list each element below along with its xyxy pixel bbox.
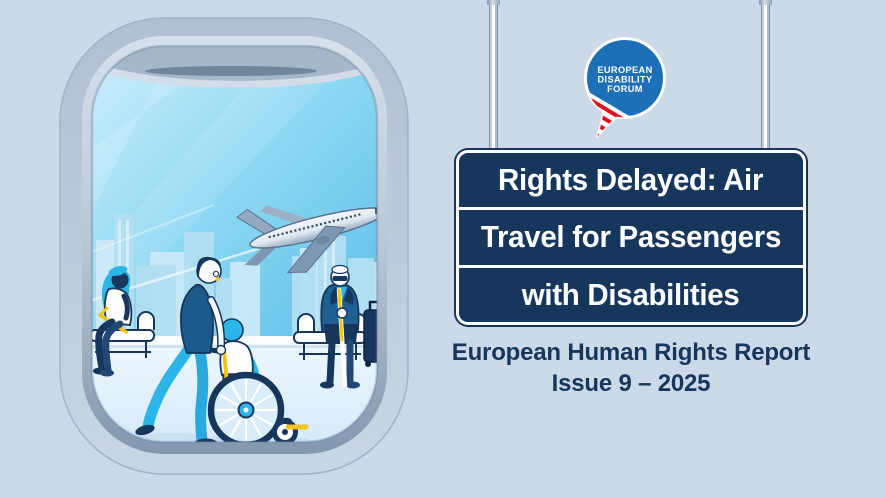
hearing-aid: [215, 276, 220, 282]
subtitle-line-2: Issue 9 – 2025: [551, 370, 711, 397]
logo-text-line3: FORUM: [607, 84, 643, 94]
airplane-icon: [236, 205, 377, 274]
leg: [95, 318, 116, 372]
sunglasses: [332, 276, 348, 281]
hands: [336, 307, 348, 319]
hair: [197, 256, 221, 277]
edf-logo: EUROPEAN DISABILITY FORUM: [584, 37, 666, 139]
rod-cap: [759, 0, 772, 5]
arm: [208, 297, 224, 352]
woman-with-crutch: [93, 266, 133, 377]
suitcase: [363, 300, 377, 367]
white-hair: [331, 264, 349, 275]
wheelchair: [207, 347, 309, 442]
signpost-rod-left: [489, 0, 498, 154]
rod-cap: [487, 0, 500, 5]
title-line-3: with Disabilities: [459, 264, 803, 322]
report-subtitle: European Human Rights Report Issue 9 – 2…: [446, 337, 816, 399]
signpost-rod-right: [761, 0, 770, 154]
leg: [102, 320, 124, 374]
title-line-2: Travel for Passengers: [459, 207, 803, 264]
title-line-1: Rights Delayed: Air: [498, 162, 764, 198]
window-shade: [92, 46, 377, 88]
shade-handle-slot: [145, 66, 317, 76]
floor-shadow: [136, 433, 208, 442]
leg: [142, 344, 194, 433]
logo-text-line2: DISABILITY: [597, 75, 652, 85]
window-scene: [92, 46, 377, 442]
arm: [121, 293, 130, 321]
blind-man-with-white-cane: [320, 264, 360, 389]
subtitle-line-1: European Human Rights Report: [451, 339, 811, 366]
hanging-title-sign: Rights Delayed: Air Travel for Passenger…: [456, 150, 806, 325]
man-pushing-wheelchair: [135, 256, 227, 442]
leg: [194, 346, 209, 442]
hand: [215, 344, 227, 356]
glass-mullion: [92, 204, 215, 253]
porthole-illustration: [59, 17, 409, 475]
torso: [180, 283, 214, 354]
logo-text-line1: EUROPEAN: [597, 65, 652, 75]
glass-edge: [90, 44, 379, 444]
